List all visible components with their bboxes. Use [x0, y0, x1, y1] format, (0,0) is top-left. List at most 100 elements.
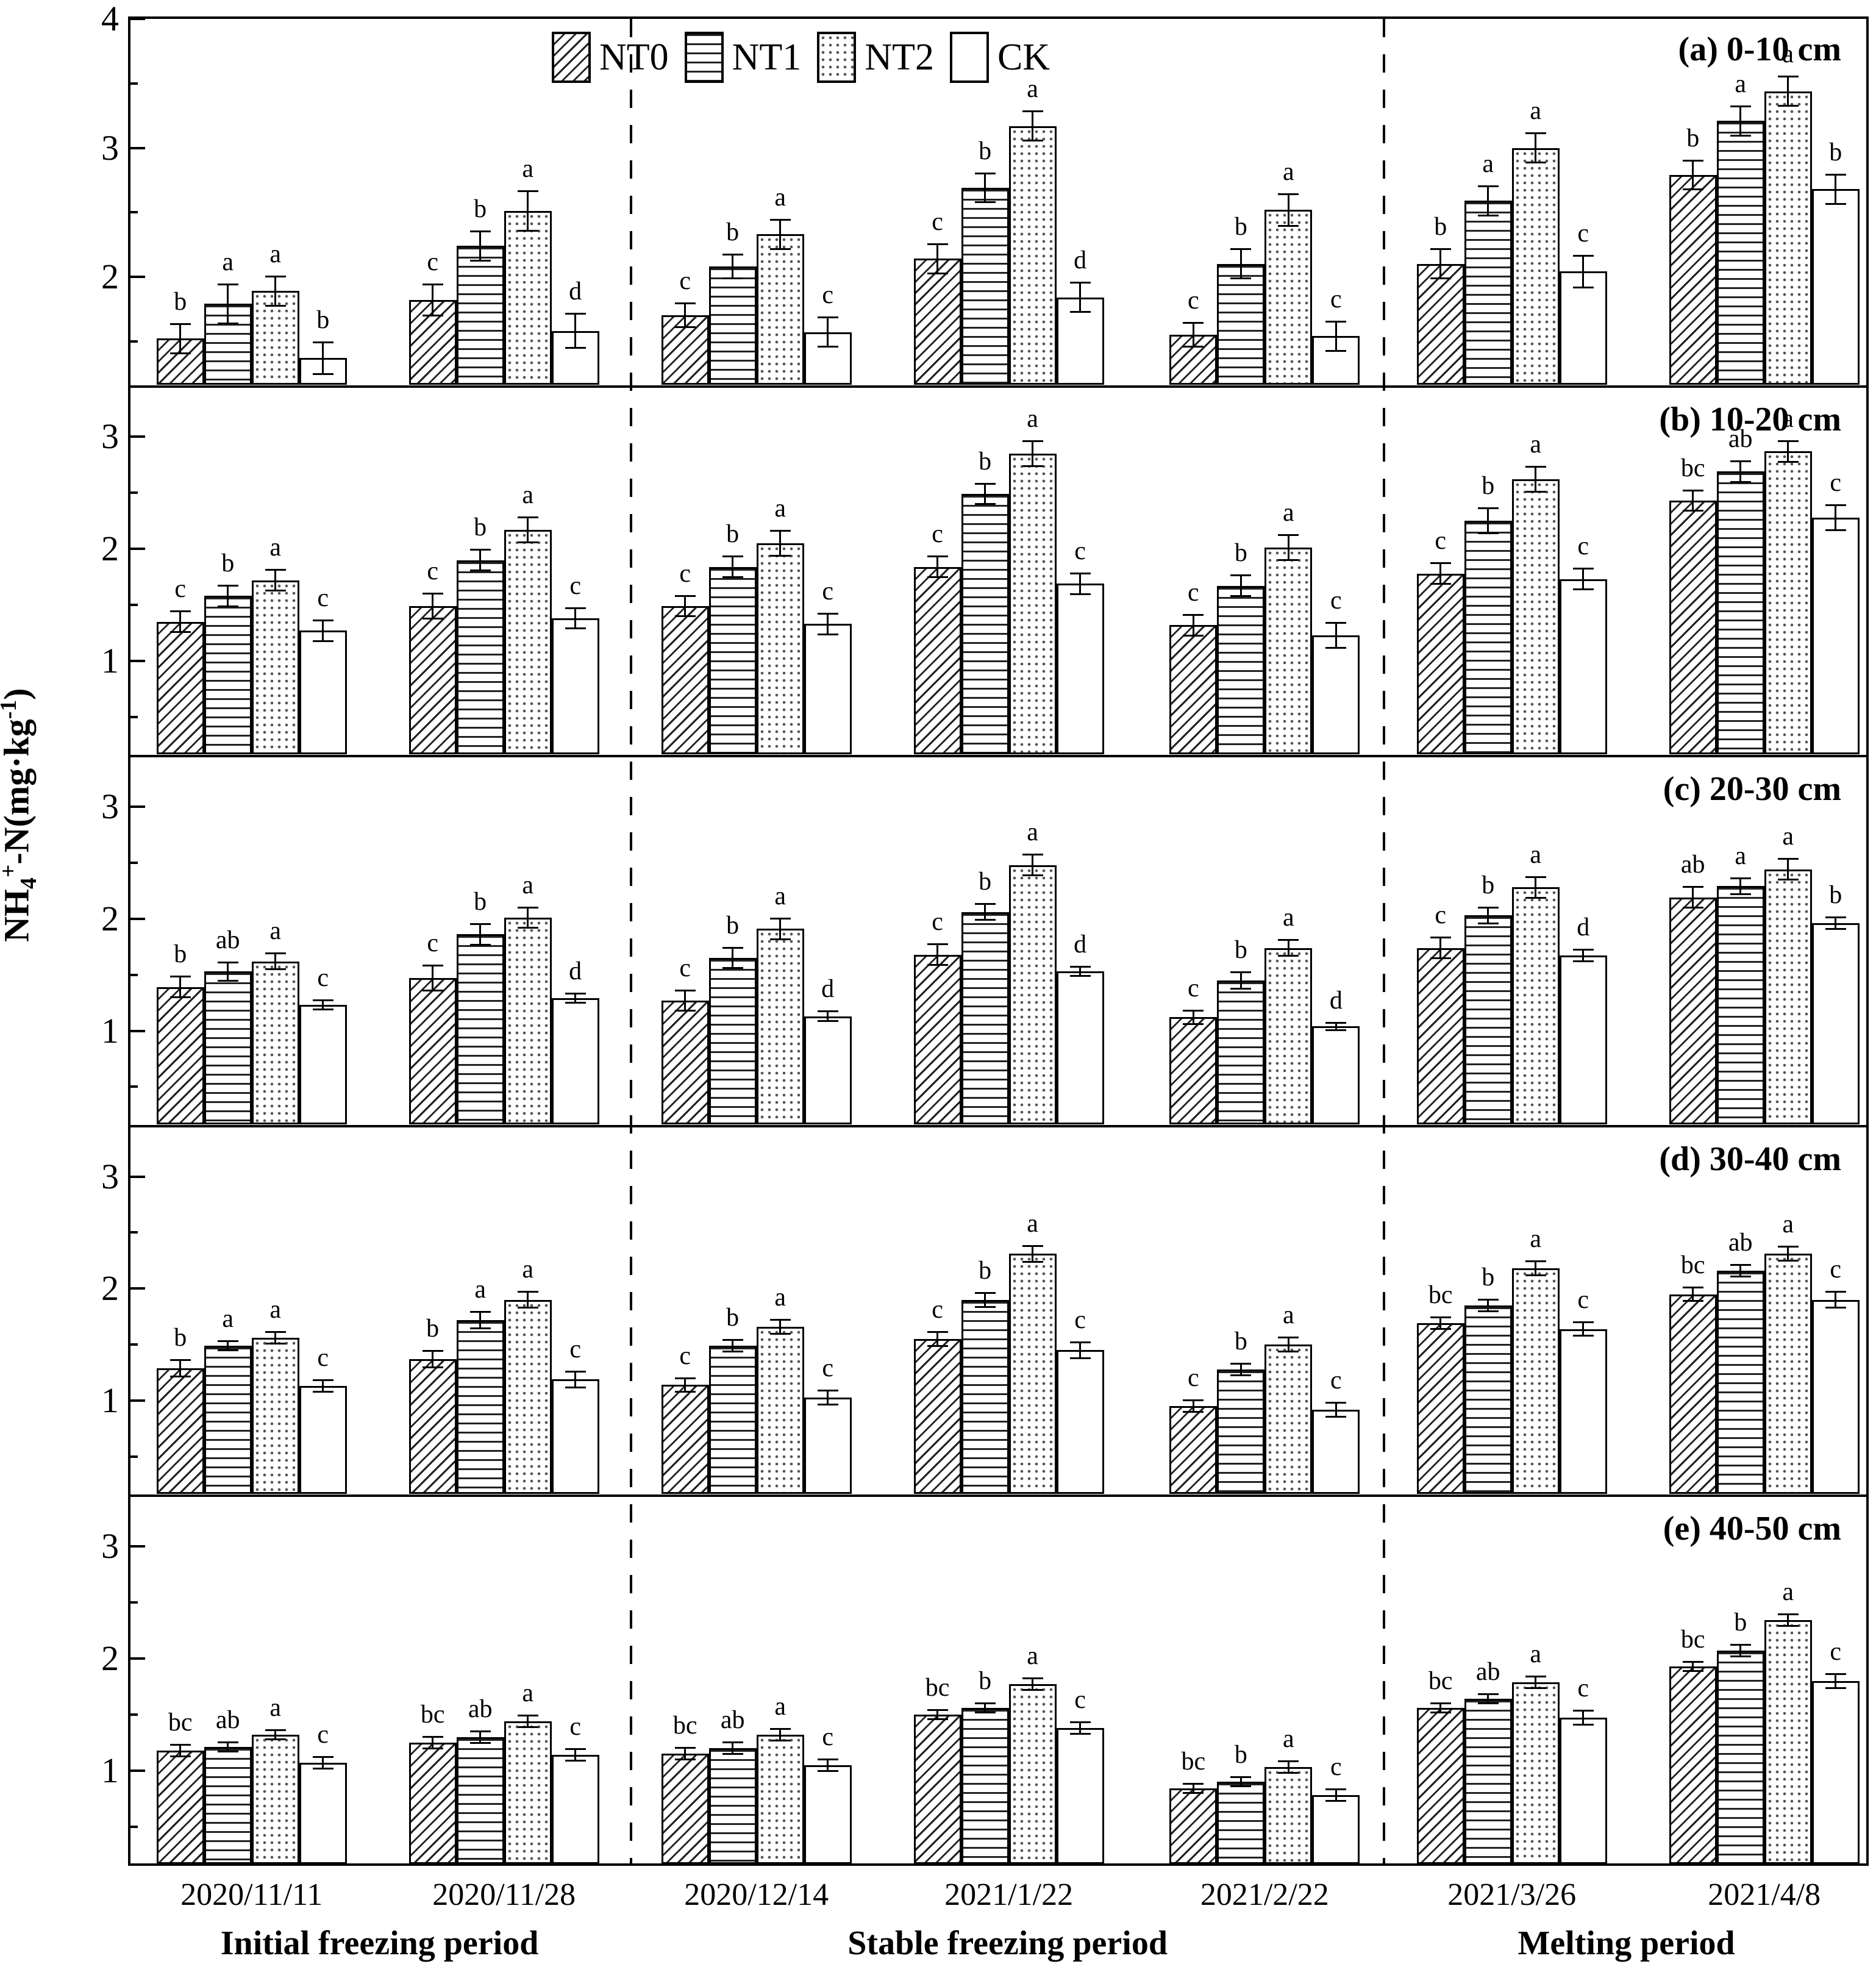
significance-letter: b	[979, 868, 992, 896]
error-bar-cap-bottom	[1477, 532, 1499, 535]
error-bar-cap-top	[1230, 971, 1252, 974]
bar-nt2	[756, 1734, 804, 1864]
significance-letter: c	[427, 557, 438, 585]
error-bar-cap-top	[1325, 1401, 1347, 1404]
bar-ck	[1559, 271, 1607, 385]
bar-nt2	[1008, 865, 1057, 1124]
error-bar-cap-bottom	[1069, 975, 1091, 977]
error-bar-cap-bottom	[674, 326, 696, 329]
error-bar-cap-bottom	[1525, 1687, 1546, 1689]
error-bar-line	[936, 1709, 939, 1721]
bar-nt2	[1008, 1254, 1057, 1494]
significance-letter: c	[1577, 532, 1589, 561]
error-bar-line	[1192, 1399, 1194, 1413]
error-bar-line	[1582, 568, 1585, 591]
significance-letter: a	[1282, 157, 1294, 186]
error-bar-cap-top	[1183, 321, 1204, 324]
significance-letter: a	[222, 1304, 234, 1333]
significance-letter: a	[1530, 97, 1542, 126]
error-bar-line	[1535, 466, 1537, 493]
error-bar-cap-top	[817, 1389, 838, 1391]
error-bar-cap-top	[517, 1291, 538, 1293]
error-bar-cap-top	[1825, 1673, 1846, 1675]
error-bar-line	[1787, 1246, 1789, 1262]
error-bar-line	[1787, 858, 1789, 881]
significance-letter: d	[569, 957, 582, 986]
significance-letter: b	[1234, 1327, 1247, 1355]
bar-nt0	[1169, 1017, 1218, 1124]
significance-letter: a	[1782, 40, 1794, 69]
significance-letter: a	[522, 871, 533, 899]
bar-nt0	[661, 1754, 709, 1864]
error-bar-line	[1032, 440, 1034, 467]
error-bar-line	[322, 1755, 324, 1769]
error-bar-cap-top	[422, 283, 443, 285]
legend-swatch-diagonal-hatch	[552, 32, 591, 83]
error-bar-cap-bottom	[1682, 188, 1703, 191]
error-bar-cap-bottom	[1825, 202, 1846, 205]
significance-letter: a	[1027, 1209, 1038, 1238]
error-bar-cap-top	[1022, 854, 1043, 856]
error-bar-cap-top	[1325, 320, 1347, 323]
bar-nt2	[1008, 1684, 1057, 1864]
error-bar-line	[1835, 504, 1837, 531]
error-bar-cap-top	[217, 961, 238, 963]
significance-letter: bc	[925, 1673, 950, 1702]
y-tick-label: 3	[101, 416, 119, 457]
bar-ck	[1811, 1299, 1860, 1494]
significance-letter: ab	[720, 1705, 745, 1734]
error-bar-cap-top	[1022, 110, 1043, 113]
bar-ck	[1811, 517, 1860, 755]
error-bar-cap-bottom	[169, 1375, 191, 1377]
bar-nt0	[1416, 948, 1464, 1124]
error-bar-cap-top	[1730, 460, 1751, 462]
significance-letter: c	[1830, 1637, 1842, 1666]
bar-nt1	[1217, 1369, 1265, 1494]
error-bar-cap-bottom	[217, 605, 238, 607]
error-bar-cap-bottom	[1183, 1792, 1204, 1794]
significance-letter: bc	[1428, 1666, 1453, 1695]
error-bar-cap-top	[1682, 159, 1703, 162]
error-bar-cap-bottom	[1325, 646, 1347, 649]
bar-nt1	[456, 1737, 504, 1864]
error-bar-line	[574, 313, 577, 349]
error-bar-line	[1192, 1009, 1194, 1026]
error-bar-cap-top	[1069, 572, 1091, 574]
bar-nt2	[756, 1326, 804, 1494]
bar-ck	[299, 1386, 347, 1494]
error-bar-line	[227, 961, 229, 982]
error-bar-line	[1582, 255, 1585, 288]
error-bar-cap-top	[1278, 938, 1299, 941]
error-bar-cap-top	[1477, 185, 1499, 187]
bar-nt0	[1169, 1406, 1218, 1494]
error-bar-line	[1739, 1644, 1742, 1658]
error-bar-cap-top	[1278, 1760, 1299, 1763]
significance-letter: b	[474, 888, 487, 916]
y-minor-tick	[128, 1343, 138, 1346]
error-bar-cap-top	[974, 482, 996, 485]
significance-letter: b	[474, 513, 487, 542]
error-bar-cap-bottom	[517, 541, 538, 543]
error-bar-cap-bottom	[927, 963, 948, 966]
bar-nt1	[1464, 201, 1512, 385]
error-bar-line	[1192, 1782, 1194, 1794]
error-bar-line	[479, 1311, 482, 1329]
legend-swatch-plain-white	[949, 32, 989, 83]
error-bar-cap-bottom	[1183, 1411, 1204, 1413]
significance-letter: a	[269, 240, 282, 268]
error-bar-line	[574, 1748, 577, 1762]
y-minor-tick	[128, 973, 138, 976]
bar-nt1	[456, 1319, 504, 1494]
error-bar-line	[684, 595, 687, 618]
significance-letter: bc	[168, 1708, 193, 1737]
error-bar-cap-bottom	[1730, 893, 1751, 896]
x-tick-label-date: 2020/12/14	[684, 1877, 829, 1912]
error-bar-cap-top	[1525, 1260, 1546, 1263]
error-bar-cap-top	[1278, 534, 1299, 537]
error-bar-cap-bottom	[1777, 460, 1799, 463]
error-bar-cap-bottom	[1278, 224, 1299, 227]
bar-nt0	[1169, 1788, 1218, 1864]
y-major-tick	[128, 1545, 145, 1548]
significance-letter: a	[1282, 1725, 1294, 1754]
